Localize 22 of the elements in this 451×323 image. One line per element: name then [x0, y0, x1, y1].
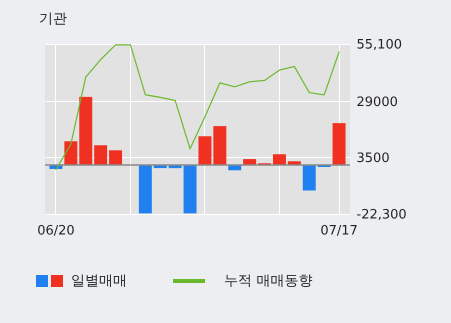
bar — [198, 136, 212, 166]
bar — [109, 150, 122, 166]
bar — [243, 159, 256, 166]
bar — [302, 165, 316, 190]
bar — [184, 165, 197, 214]
legend-label: 일별매매 — [71, 272, 127, 290]
y-tick-label: 55,100 — [356, 38, 402, 52]
legend-label: 누적 매매동향 — [224, 272, 312, 290]
chart-title: 기관 — [39, 11, 67, 27]
bar — [64, 141, 78, 166]
bar — [94, 145, 108, 166]
bar — [79, 96, 92, 166]
x-tick-label: 06/20 — [37, 224, 75, 238]
bar — [272, 154, 286, 166]
bar — [213, 126, 226, 166]
bar — [138, 165, 152, 214]
y-tick-label: -22,300 — [356, 208, 407, 222]
bar — [332, 123, 346, 166]
y-tick-label: 29000 — [356, 94, 398, 110]
line-series — [55, 44, 340, 170]
y-tick-label: 3500 — [356, 150, 390, 166]
x-tick-label: 07/17 — [320, 224, 358, 238]
